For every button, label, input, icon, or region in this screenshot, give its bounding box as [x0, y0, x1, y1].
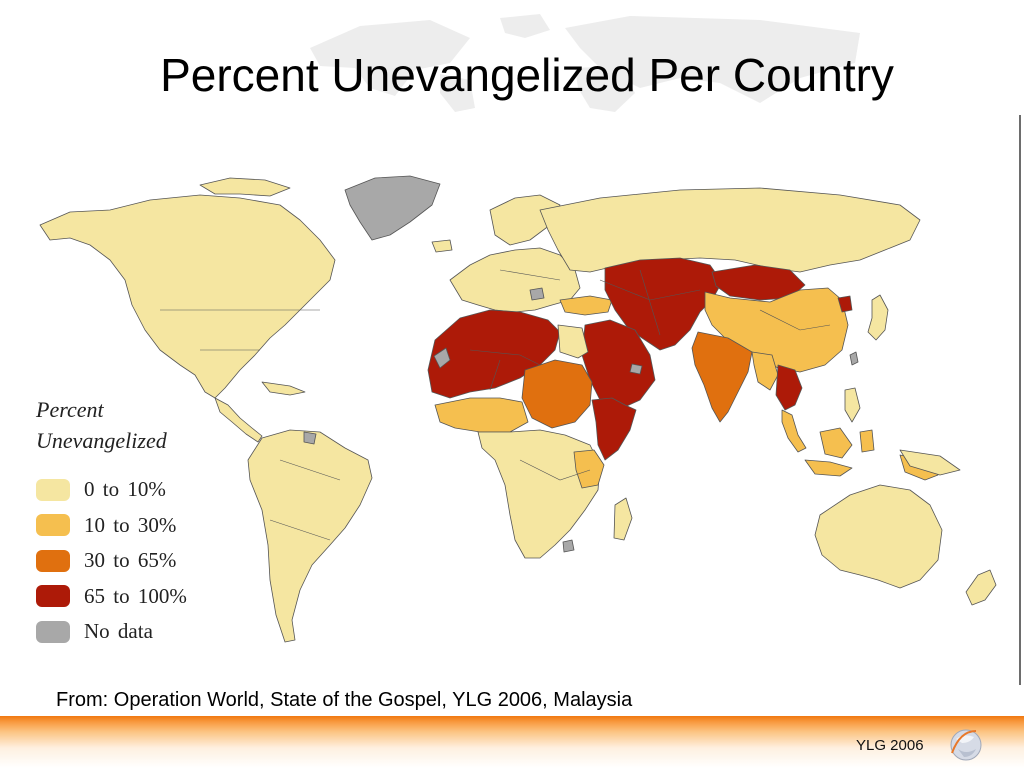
region-indonesia-west [804, 459, 853, 477]
region-north-korea [837, 295, 853, 313]
region-arabian-peninsula [581, 319, 656, 411]
legend-swatch [36, 620, 70, 643]
footer-bar [0, 716, 1024, 768]
region-egypt [557, 324, 589, 359]
region-india [691, 331, 753, 423]
page-title: Percent Unevangelized Per Country [160, 49, 894, 101]
legend-label: 10 to 30% [84, 512, 177, 537]
region-myanmar [751, 351, 779, 391]
region-iceland [431, 239, 453, 253]
region-russia [539, 187, 921, 273]
region-australia [814, 484, 943, 589]
legend-swatch [36, 549, 70, 572]
region-lesotho-nodata [562, 539, 575, 553]
region-central-asia [604, 257, 723, 351]
legend-swatch [36, 478, 70, 501]
region-malay-peninsula [781, 409, 807, 453]
region-new-guinea [899, 449, 961, 476]
region-sahel-west [434, 397, 529, 433]
footer-label: YLG 2006 [856, 737, 924, 754]
country-borders [160, 269, 831, 541]
legend-label: No data [84, 619, 153, 644]
region-horn-of-africa [591, 397, 637, 461]
region-new-zealand [965, 569, 997, 606]
region-north-america [39, 194, 336, 399]
legend-swatch [36, 585, 70, 608]
region-french-guiana [303, 431, 317, 445]
region-south-america [247, 429, 373, 643]
region-central-america [214, 397, 263, 443]
legend-item-65-100: 65 to 100% [36, 579, 236, 615]
region-turkey [559, 295, 613, 316]
legend-item-no-data: No data [36, 614, 236, 650]
legend-item-0-10: 0 to 10% [36, 472, 236, 508]
globe-logo-icon [950, 729, 982, 761]
legend-label: 30 to 65% [84, 548, 177, 573]
world-map: .c0 { fill: #f5e6a1; } .c1 { fill: #f5bf… [39, 175, 997, 643]
region-caribbean [261, 381, 306, 396]
region-western-sahara-nodata [433, 347, 451, 369]
region-japan [867, 294, 889, 341]
region-canadian-arctic [199, 177, 291, 197]
legend-item-10-30: 10 to 30% [36, 508, 236, 544]
region-borneo [819, 427, 853, 459]
title-watermark-map [310, 14, 860, 112]
region-yemen-nodata [629, 363, 643, 375]
region-east-africa [573, 449, 605, 489]
region-china [704, 287, 849, 373]
region-philippines [844, 387, 861, 423]
source-citation: From: Operation World, State of the Gosp… [56, 689, 633, 711]
region-central-africa [477, 429, 601, 559]
legend-label: 0 to 10% [84, 477, 166, 502]
region-europe [449, 247, 581, 313]
map-legend: Percent Unevangelized 0 to 10% 10 to 30%… [36, 394, 236, 650]
right-divider-line [1019, 115, 1021, 685]
region-taiwan-nodata [849, 351, 859, 366]
legend-title: Percent Unevangelized [36, 397, 167, 453]
region-sulawesi [859, 429, 875, 453]
region-laos-cambodia [775, 364, 803, 411]
legend-label: 65 to 100% [84, 583, 187, 608]
region-sudan-chad [521, 359, 593, 429]
region-madagascar [613, 497, 633, 541]
region-greenland [344, 175, 441, 241]
legend-swatch [36, 514, 70, 537]
region-balkans-nodata [529, 287, 545, 301]
legend-item-30-65: 30 to 65% [36, 543, 236, 579]
